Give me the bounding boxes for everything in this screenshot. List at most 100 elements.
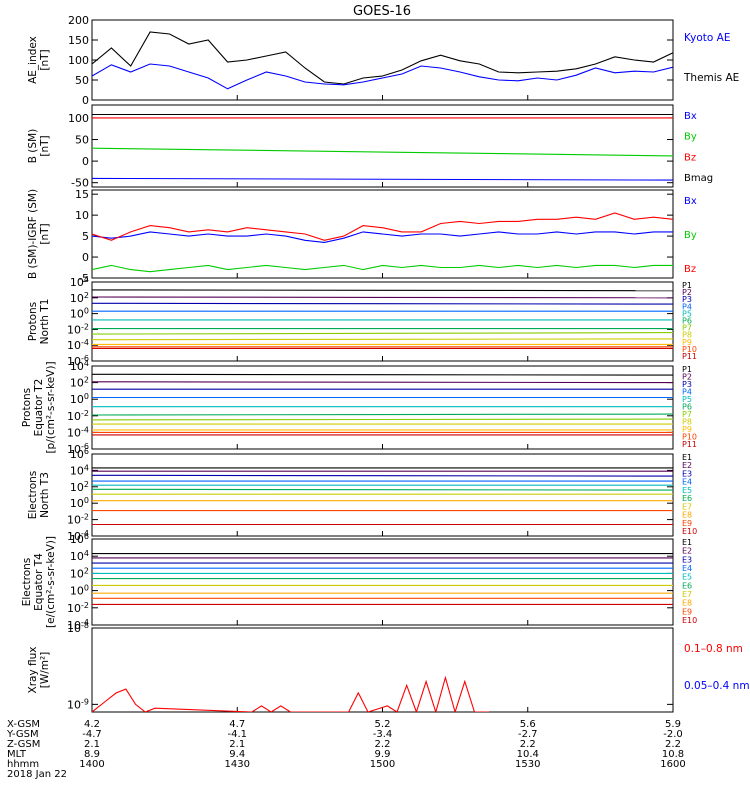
y-tick-label: 10-2 — [67, 601, 89, 615]
legend-entry: P2 — [682, 288, 692, 297]
legend-entry: P9 — [682, 425, 692, 434]
orbit-value: -4.7 — [82, 729, 102, 740]
legend-entry: P11 — [682, 352, 697, 361]
y-tick-label: 5 — [82, 230, 89, 243]
y-tick-label: 10-4 — [67, 338, 89, 352]
orbit-value: 2.2 — [375, 739, 391, 750]
series-protons-t2-p7 — [92, 418, 673, 421]
y-tick-label: 150 — [68, 34, 89, 47]
legend-entry: Bz — [684, 152, 696, 163]
legend-entry: E2 — [682, 461, 692, 470]
legend-entry: E8 — [682, 511, 692, 520]
y-tick-label: 100 — [70, 496, 89, 510]
y-tick-label: 104 — [70, 275, 89, 289]
legend-entry: 0.05–0.4 nm — [684, 680, 750, 692]
y-tick-label: 10-4 — [67, 618, 89, 632]
legend-entry: P6 — [682, 403, 692, 412]
legend-entry: E8 — [682, 599, 692, 608]
series-protons-t2-p1 — [92, 373, 673, 376]
y-axis-label: Xray flux[W/m²] — [27, 647, 51, 694]
y-axis-label: ProtonsEquator T2[p/(cm²-s-sr-keV)] — [21, 361, 57, 453]
legend-entry: P5 — [682, 309, 692, 318]
legend-entry: Bx — [684, 196, 697, 207]
orbit-row-label: hhmm — [7, 759, 39, 770]
y-tick-label: 102 — [70, 480, 89, 494]
series-ae-kyoto-ae — [92, 31, 673, 85]
orbit-value: 9.4 — [229, 749, 245, 760]
y-tick-label: 50 — [75, 74, 89, 87]
orbit-value: 1430 — [225, 759, 250, 770]
panel-ae: 0 50 100 150 200 AE_index[nT] Kyoto AE Themis A… — [27, 14, 739, 107]
y-tick-label: 102 — [70, 376, 89, 390]
legend-entry: Bmag — [684, 173, 713, 184]
y-tick-label: 10-2 — [67, 322, 89, 336]
orbit-row-label: MLT — [7, 749, 27, 760]
orbit-value: -2.0 — [663, 729, 683, 740]
y-tick-label: 200 — [68, 14, 89, 27]
y-tick-label: -50 — [71, 177, 89, 190]
orbit-value: 10.8 — [662, 749, 684, 760]
series-bsm-bx — [92, 177, 673, 181]
series-electrons-t3-e3 — [92, 474, 673, 477]
orbit-value: 1500 — [370, 759, 395, 770]
y-tick-label: 100 — [70, 584, 89, 598]
legend-entry: P1 — [682, 365, 692, 374]
series-protons-t1-p3 — [92, 302, 673, 305]
orbit-value: 4.7 — [229, 719, 245, 730]
orbit-value: 10.4 — [517, 749, 539, 760]
legend-entry: P8 — [682, 331, 692, 340]
legend-entry: Themis AE — [683, 72, 739, 84]
legend-entry: P3 — [682, 295, 692, 304]
panel-electrons-t4: 10-4 10-2 100 102 104 106 ElectronsEquator T4[… — [21, 532, 697, 632]
y-tick-label: 104 — [70, 463, 89, 477]
legend-entry: E5 — [682, 573, 692, 582]
y-tick-label: 102 — [70, 566, 89, 580]
y-tick-label: 10-2 — [67, 409, 89, 423]
y-axis-label: ElectronsNorth T3 — [27, 471, 51, 520]
y-tick-label: 104 — [70, 359, 89, 373]
y-tick-label: 0 — [82, 94, 89, 107]
orbit-value: -2.7 — [518, 729, 538, 740]
legend-entry: P5 — [682, 395, 692, 404]
legend-entry: E4 — [682, 478, 692, 487]
panel-frame — [91, 453, 674, 537]
y-axis-label: AE_index[nT] — [27, 36, 51, 84]
panel-bsm: -50 0 50 100 B (SM)[nT] Bx By Bz Bmag — [27, 104, 713, 190]
legend-entry: E1 — [682, 453, 692, 462]
orbit-value: 8.9 — [84, 749, 100, 760]
y-tick-label: 106 — [70, 532, 89, 546]
legend-entry: E9 — [682, 519, 692, 528]
y-axis-label: ElectronsEquator T4[e/(cm²-s-sr-keV)] — [21, 536, 57, 628]
orbit-value: -3.4 — [373, 729, 393, 740]
series-bsm-igrf-bx — [92, 231, 673, 243]
y-tick-label: -5 — [78, 272, 89, 285]
y-axis-label: B (SM)-IGRF (SM)[nT] — [27, 189, 51, 279]
orbit-row-label: X-GSM — [7, 719, 40, 730]
plot-title: GOES-16 — [353, 4, 411, 19]
series-bsm-igrf-bz — [92, 212, 673, 241]
y-tick-label: 104 — [70, 549, 89, 563]
y-axis-label: ProtonsNorth T1 — [27, 299, 51, 345]
series-bsm-igrf-by — [92, 264, 673, 273]
legend-entry: Bx — [684, 111, 697, 122]
legend-entry: E7 — [682, 590, 692, 599]
orbit-value: 2.1 — [229, 739, 245, 750]
legend-entry: E3 — [682, 555, 692, 564]
legend-entry: P1 — [682, 281, 692, 290]
legend-entry: P11 — [682, 440, 697, 449]
y-tick-label: 10 — [75, 209, 89, 222]
series-protons-t2-p2 — [92, 381, 673, 384]
legend-entry: E3 — [682, 469, 692, 478]
panel-frame — [91, 538, 674, 626]
legend-entry: E2 — [682, 547, 692, 556]
orbit-row-label: Z-GSM — [7, 739, 40, 750]
orbit-row-label: 2018 Jan 22 — [7, 769, 67, 780]
y-tick-label: 15 — [75, 188, 89, 201]
legend-entry: E6 — [682, 494, 692, 503]
orbit-value: 1600 — [660, 759, 685, 770]
panel-frame — [91, 281, 674, 362]
panel-protons-t2: 10-6 10-4 10-2 100 102 104 ProtonsEquator T2[p… — [21, 359, 697, 456]
